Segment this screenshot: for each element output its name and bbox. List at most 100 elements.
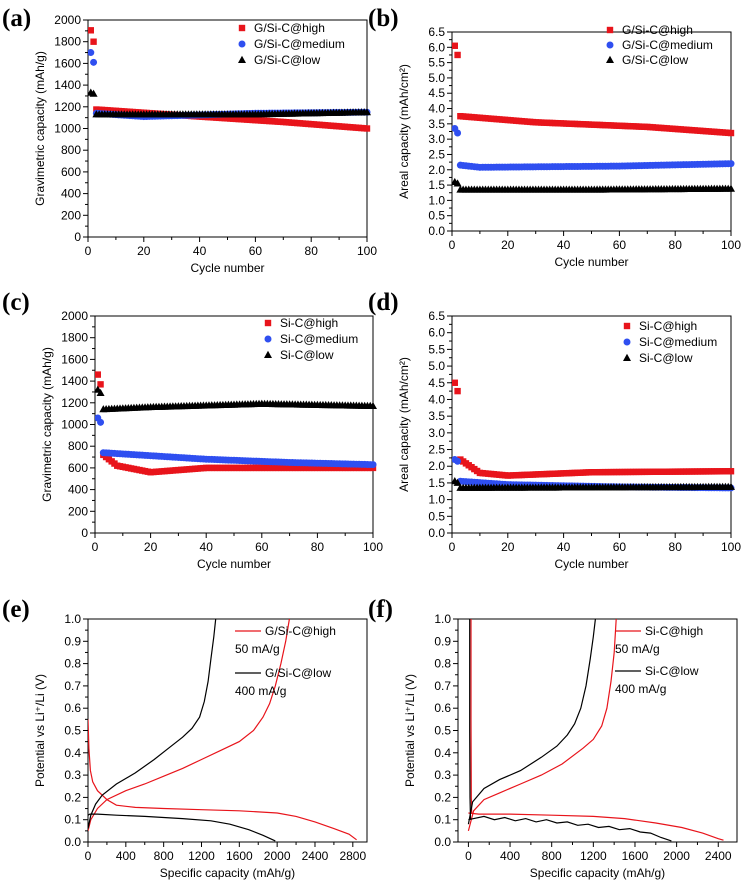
legend-label: Si-C@low (645, 664, 699, 678)
x-tick-label: 0 (465, 849, 472, 863)
y-tick-label: 0.9 (434, 634, 451, 648)
legend-marker (623, 353, 631, 361)
legend-marker (264, 335, 272, 343)
y-tick-label: 1.0 (64, 612, 81, 626)
y-tick-label: 5.5 (428, 56, 445, 70)
data-point (727, 129, 735, 137)
y-tick-label: 0.0 (428, 224, 445, 238)
x-tick-label: 0 (449, 238, 456, 252)
legend-marker (264, 319, 272, 327)
y-tick-label: 5.0 (428, 359, 445, 373)
x-tick-label: 40 (557, 540, 571, 554)
x-tick-label: 400 (500, 849, 520, 863)
panel-label: (e) (2, 596, 30, 623)
y-tick-label: 0 (81, 526, 88, 540)
legend-label: G/Si-C@low (265, 666, 332, 680)
chart-panel-a: (a)0 20 40 60 80 1000200400600800100012001400… (2, 5, 377, 275)
y-tick-label: 600 (68, 461, 88, 475)
y-tick-label: 200 (68, 504, 88, 518)
y-tick-label: 1200 (54, 100, 81, 114)
legend-rate: 50 mA/g (615, 642, 660, 656)
series-line (88, 618, 290, 832)
plot-frame (87, 618, 368, 843)
series-line (88, 618, 217, 829)
legend-marker (623, 338, 631, 346)
x-axis-label: Cycle number (554, 255, 628, 269)
y-tick-label: 5.5 (428, 342, 445, 356)
series-line (468, 812, 724, 841)
y-tick-label: 3.0 (428, 426, 445, 440)
y-tick-label: 400 (61, 187, 81, 201)
legend-label: G/Si-C@high (622, 23, 693, 37)
data-point (97, 418, 105, 426)
legend-marker (264, 350, 272, 358)
y-tick-label: 0.2 (64, 790, 81, 804)
series-line (468, 815, 672, 842)
legend: Si-C@high Si-C@medium Si-C@low (264, 316, 358, 362)
y-tick-label: 1600 (61, 352, 88, 366)
y-tick-label: 4.5 (428, 86, 445, 100)
x-tick-label: 0 (449, 540, 456, 554)
data-point (452, 379, 458, 386)
y-tick-label: 5.0 (428, 71, 445, 85)
data-layer (467, 618, 724, 842)
x-axis-label: Specific capacity (mAh/g) (530, 866, 665, 880)
x-tick-label: 1600 (622, 849, 649, 863)
y-axis-label: Gravimetric capacity (mAh/g) (33, 51, 47, 206)
x-tick-label: 40 (557, 238, 571, 252)
data-layer (88, 27, 371, 132)
y-tick-label: 0.7 (64, 679, 81, 693)
x-tick-label: 60 (613, 238, 627, 252)
data-point (369, 401, 377, 410)
legend-marker (238, 24, 246, 32)
legend-label: G/Si-C@high (265, 624, 336, 638)
y-tick-label: 1800 (61, 331, 88, 345)
legend-label: Si-C@medium (639, 335, 717, 349)
series-line (469, 619, 472, 820)
y-tick-label: 4.5 (428, 376, 445, 390)
legend-label: G/Si-C@low (254, 53, 321, 67)
y-tick-label: 2.0 (428, 459, 445, 473)
legend-label: Si-C@medium (280, 332, 358, 346)
data-layer (88, 618, 357, 842)
legend-label: Si-C@high (280, 316, 338, 330)
panel-label: (a) (2, 5, 31, 32)
legend-label: Si-C@high (639, 319, 697, 333)
x-axis-label: Cycle number (554, 557, 628, 571)
y-tick-label: 0.5 (434, 724, 451, 738)
y-tick-label: 0.3 (64, 768, 81, 782)
y-tick-label: 6.0 (428, 40, 445, 54)
series-line (467, 618, 596, 825)
panel-label: (f) (368, 596, 393, 623)
legend-label: Si-C@low (639, 351, 693, 365)
x-axis-label: Cycle number (197, 557, 271, 571)
x-tick-label: 1200 (580, 849, 607, 863)
x-tick-label: 100 (721, 540, 741, 554)
data-point (727, 482, 735, 490)
legend-label: Si-C@low (280, 348, 334, 362)
data-point (97, 381, 104, 388)
data-point (727, 184, 735, 192)
data-point (363, 125, 371, 132)
data-point (96, 388, 105, 397)
x-tick-label: 80 (669, 540, 683, 554)
legend: Si-C@high Si-C@medium Si-C@low (623, 319, 717, 365)
y-tick-label: 3.5 (428, 117, 445, 131)
y-tick-label: 1800 (54, 35, 81, 49)
series-line (88, 719, 357, 841)
series-G/Si-C@low (88, 88, 371, 118)
y-axis-label: Areal capacity (mAh/cm²) (397, 357, 411, 492)
y-axis-label: Potential vs Li⁺/Li (V) (33, 674, 47, 787)
data-point (363, 108, 371, 116)
legend-marker (238, 55, 246, 63)
x-axis-label: Cycle number (190, 261, 264, 275)
y-tick-label: 1000 (54, 122, 81, 136)
x-tick-label: 2400 (302, 849, 329, 863)
y-tick-label: 0.7 (434, 679, 451, 693)
data-layer (452, 42, 735, 193)
y-tick-label: 0.6 (64, 701, 81, 715)
legend-rate: 50 mA/g (235, 642, 280, 656)
data-point (90, 38, 97, 45)
data-point (452, 42, 458, 49)
